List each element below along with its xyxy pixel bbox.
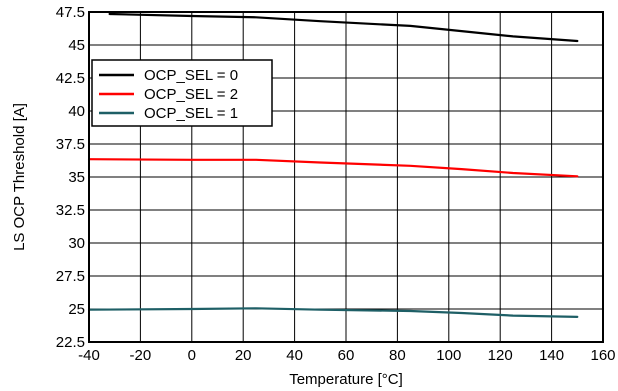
- y-tick-label: 47.5: [56, 4, 85, 21]
- legend: OCP_SEL = 0 OCP_SEL = 2 OCP_SEL = 1: [91, 59, 273, 127]
- y-tick-label: 22.5: [56, 334, 85, 351]
- legend-entry-label: OCP_SEL = 2: [144, 86, 238, 103]
- y-tick-label: 30: [68, 235, 85, 252]
- x-tick-label: 40: [286, 347, 303, 364]
- legend-entry-label: OCP_SEL = 0: [144, 67, 238, 84]
- x-tick-label: -40: [78, 347, 100, 364]
- x-tick-label: 100: [436, 347, 461, 364]
- legend-box: [91, 59, 273, 127]
- x-tick-label: 160: [590, 347, 615, 364]
- x-axis-title: Temperature [°C]: [289, 371, 403, 388]
- y-tick-label: 27.5: [56, 268, 85, 285]
- plot-frame: [88, 11, 604, 343]
- series-layer: [87, 12, 579, 318]
- legend-entry-label: OCP_SEL = 1: [144, 105, 238, 122]
- y-axis-title: LS OCP Threshold [A]: [11, 103, 28, 251]
- x-tick-label: 80: [389, 347, 406, 364]
- y-tick-label: 42.5: [56, 70, 85, 87]
- x-tick-label: 0: [188, 347, 196, 364]
- series-line-2: [87, 158, 579, 178]
- x-tick-label: 20: [235, 347, 252, 364]
- y-tick-label: 32.5: [56, 202, 85, 219]
- y-tick-label: 25: [68, 301, 85, 318]
- x-tick-label: 140: [539, 347, 564, 364]
- x-tick-label: 60: [338, 347, 355, 364]
- x-tick-label: 120: [488, 347, 513, 364]
- series-line-3: [87, 307, 579, 318]
- y-tick-label: 40: [68, 103, 85, 120]
- tick-layer: -40 -20 0 20 40 60 80 100 120 140 160 22.5 25 27.5 30 3…: [56, 4, 616, 364]
- x-tick-label: -20: [130, 347, 152, 364]
- y-tick-label: 35: [68, 169, 85, 186]
- y-tick-label: 45: [68, 37, 85, 54]
- y-tick-label: 37.5: [56, 136, 85, 153]
- series-line-1: [108, 12, 579, 43]
